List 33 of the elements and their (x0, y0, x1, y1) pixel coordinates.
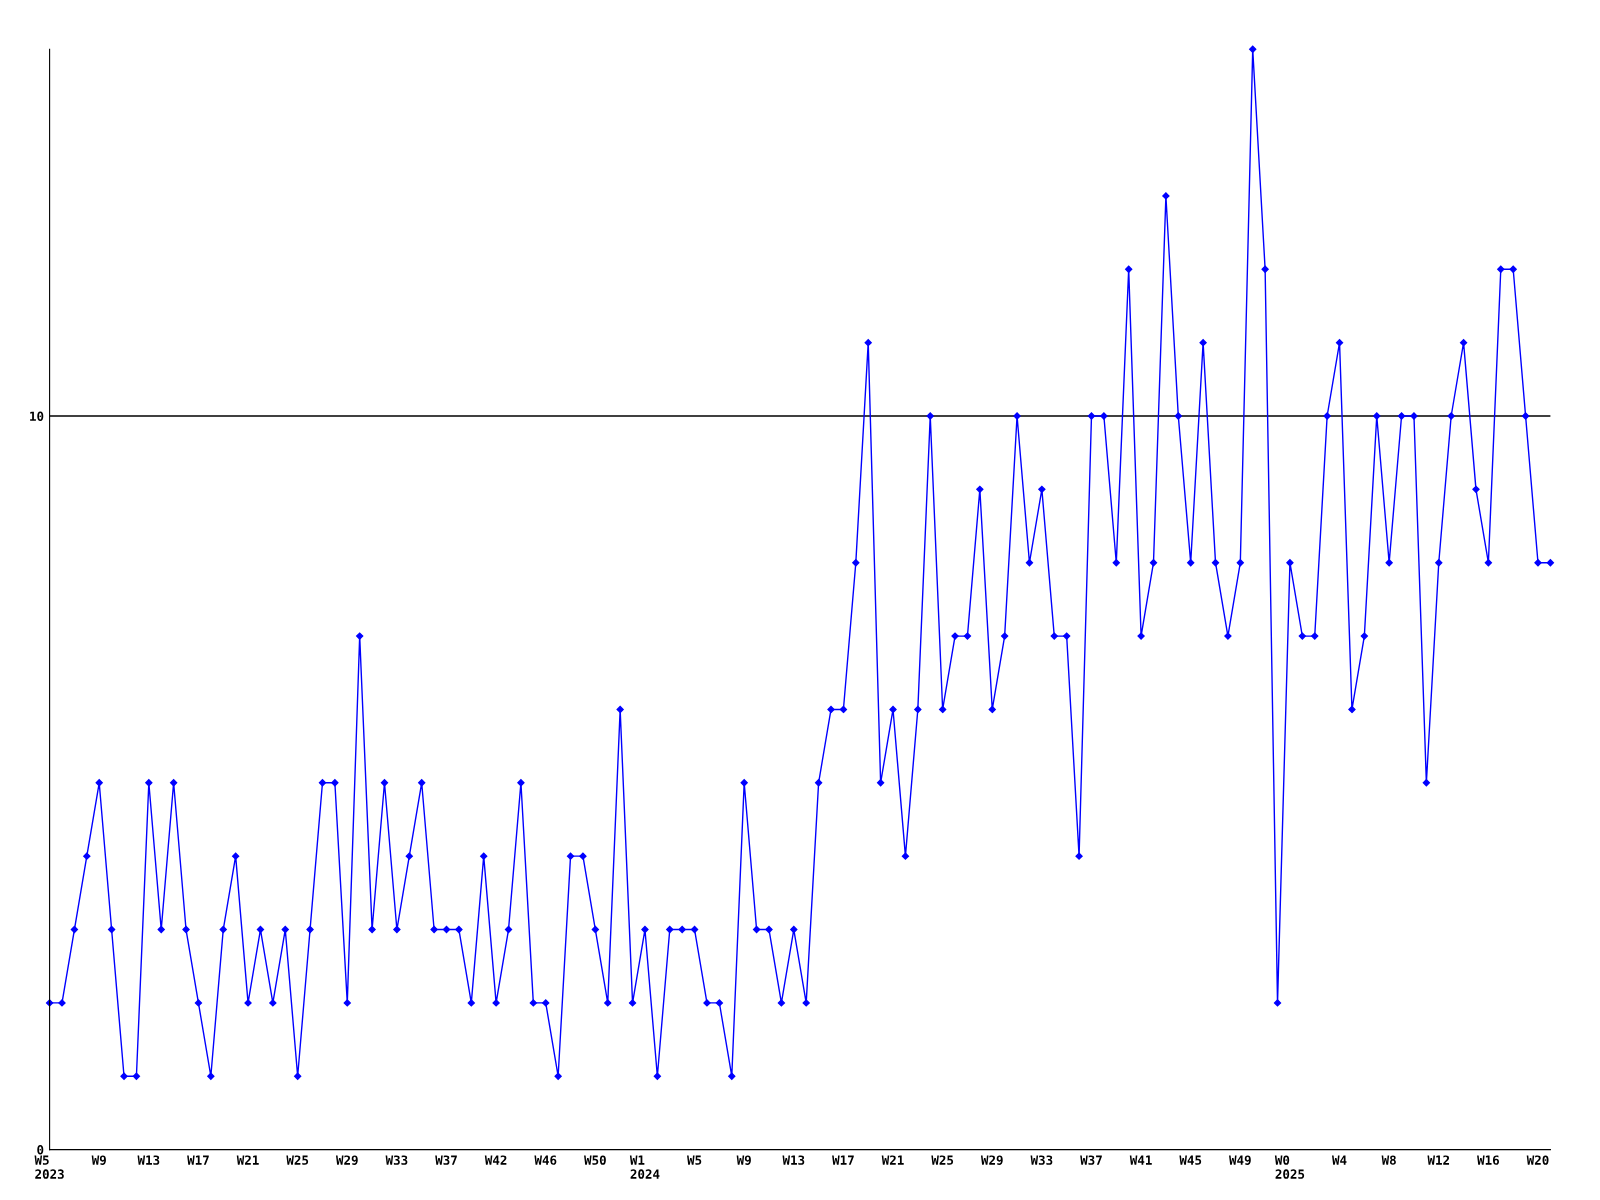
x-tick-label: W25 (286, 1155, 309, 1165)
x-tick-label: W8 (1381, 1155, 1396, 1165)
x-tick-label: W50 (584, 1155, 606, 1165)
x-tick-label: W9 (736, 1155, 751, 1165)
x-tick-label: W42 (484, 1155, 507, 1165)
x-tick-label: W33 (385, 1155, 408, 1165)
x-tick-label: W9 (91, 1155, 106, 1165)
x-tick-label: W29 (335, 1155, 358, 1165)
x-tick-label: W13 (782, 1155, 805, 1165)
x-tick-label: W16 (1477, 1155, 1499, 1165)
x-tick-label: W13 (137, 1155, 160, 1165)
x-tick-label: W0 2025 (1274, 1155, 1305, 1179)
x-tick-label: W33 (1030, 1155, 1053, 1165)
x-tick-label: W25 (931, 1155, 954, 1165)
x-tick-label: W49 (1229, 1155, 1251, 1165)
x-tick-label: W1 2024 (629, 1155, 660, 1179)
x-tick-label: W41 (1129, 1155, 1152, 1165)
y-tick-label: 10 (30, 411, 44, 421)
x-tick-label: W17 (832, 1155, 854, 1165)
x-tick-label: W37 (435, 1155, 457, 1165)
x-tick-label: W17 (187, 1155, 209, 1165)
x-tick-label: W5 (687, 1155, 702, 1165)
x-tick-label: W29 (980, 1155, 1003, 1165)
x-tick-label: W21 (881, 1155, 904, 1165)
x-tick-label: W12 (1427, 1155, 1450, 1165)
x-tick-label: W5 2023 (34, 1155, 64, 1179)
x-tick-label: W37 (1080, 1155, 1102, 1165)
x-tick-label: W21 (236, 1155, 259, 1165)
x-tick-label: W46 (534, 1155, 557, 1165)
x-tick-label: W45 (1179, 1155, 1202, 1165)
x-tick-label: W20 (1526, 1155, 1549, 1165)
y-tick-label: 0 (37, 1145, 44, 1155)
x-tick-label: W4 (1332, 1155, 1347, 1165)
